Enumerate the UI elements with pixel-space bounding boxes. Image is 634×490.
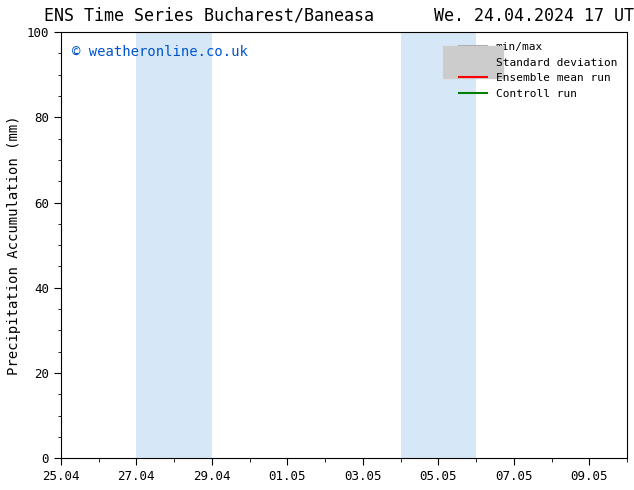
- Bar: [136, 32, 212, 458]
- Text: © weatheronline.co.uk: © weatheronline.co.uk: [72, 45, 248, 59]
- Legend: min/max, Standard deviation, Ensemble mean run, Controll run: min/max, Standard deviation, Ensemble me…: [455, 38, 621, 103]
- Bar: [401, 32, 476, 458]
- Title: ENS Time Series Bucharest/Baneasa      We. 24.04.2024 17 UTC: ENS Time Series Bucharest/Baneasa We. 24…: [44, 7, 634, 25]
- Y-axis label: Precipitation Accumulation (mm): Precipitation Accumulation (mm): [7, 115, 21, 375]
